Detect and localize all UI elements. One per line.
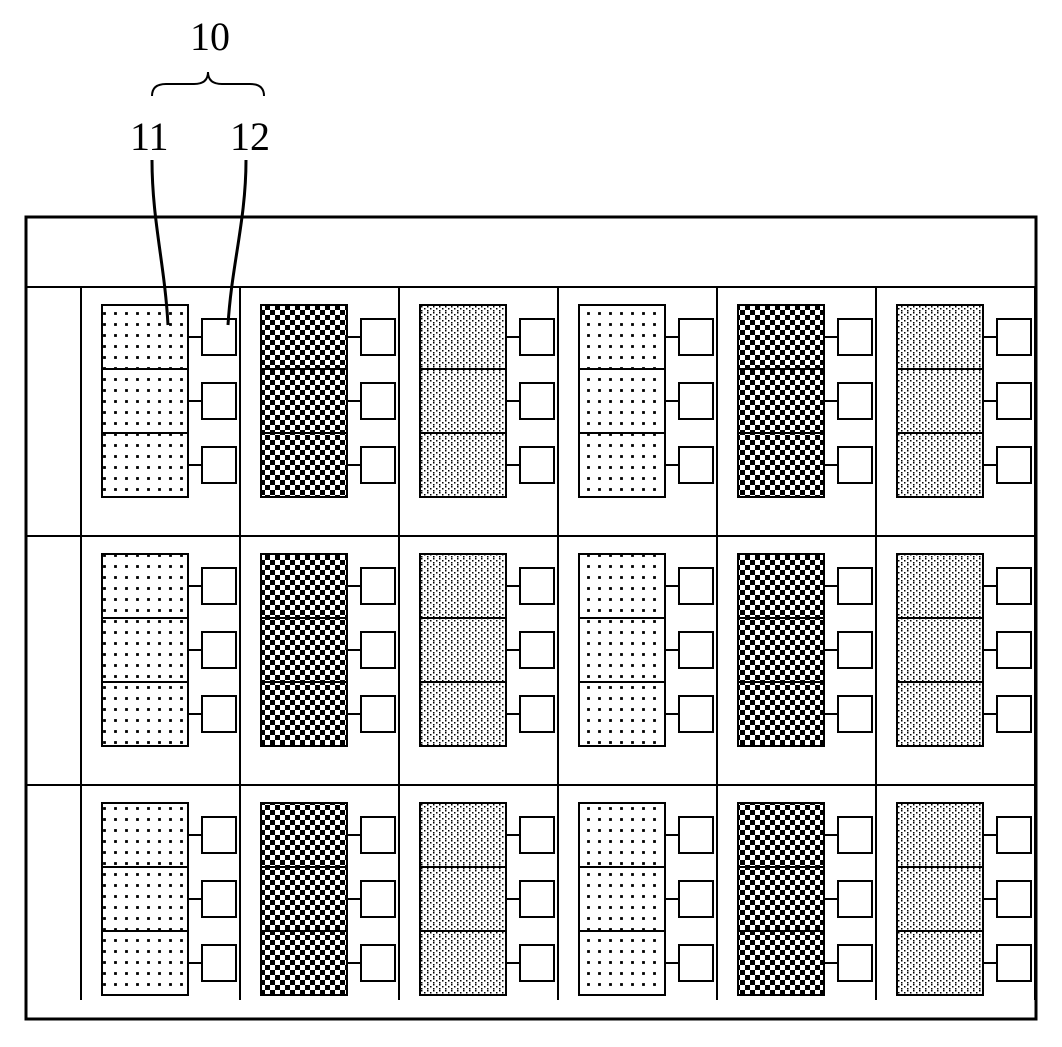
side-box <box>202 632 236 668</box>
side-box <box>361 319 395 355</box>
pixel-cell <box>579 803 713 995</box>
pixel-block <box>420 305 506 497</box>
pixel-block <box>897 554 983 746</box>
side-box <box>520 945 554 981</box>
side-box <box>202 817 236 853</box>
side-box <box>679 383 713 419</box>
pixel-block <box>738 803 824 995</box>
pixel-cell <box>420 305 554 497</box>
side-box <box>202 383 236 419</box>
side-box <box>202 568 236 604</box>
side-box <box>838 632 872 668</box>
side-box <box>997 881 1031 917</box>
leader-12 <box>228 160 246 325</box>
pixel-block <box>420 554 506 746</box>
side-box <box>997 568 1031 604</box>
pixel-block <box>420 803 506 995</box>
pixel-cell <box>420 554 554 746</box>
pixel-block <box>579 305 665 497</box>
side-box <box>520 881 554 917</box>
pixel-cell <box>261 803 395 995</box>
pixel-block <box>102 554 188 746</box>
side-box <box>838 881 872 917</box>
side-box <box>361 383 395 419</box>
side-box <box>202 447 236 483</box>
side-box <box>679 817 713 853</box>
side-box <box>679 447 713 483</box>
diagram-canvas: 10 11 12 <box>0 0 1062 1047</box>
pixel-cell <box>738 305 872 497</box>
side-box <box>838 696 872 732</box>
side-box <box>997 383 1031 419</box>
pixel-block <box>738 305 824 497</box>
pixel-cell <box>261 305 395 497</box>
pixel-cell <box>738 554 872 746</box>
side-box <box>838 447 872 483</box>
brace-icon <box>152 72 264 96</box>
side-box <box>997 696 1031 732</box>
pixel-block <box>261 803 347 995</box>
pixel-block <box>261 305 347 497</box>
side-box <box>361 568 395 604</box>
label-11: 11 <box>130 114 169 159</box>
pixel-block <box>897 305 983 497</box>
pixel-cell <box>261 554 395 746</box>
side-box <box>361 447 395 483</box>
side-box <box>679 945 713 981</box>
side-box <box>520 696 554 732</box>
side-box <box>202 696 236 732</box>
label-10: 10 <box>190 14 230 59</box>
side-box <box>520 568 554 604</box>
side-box <box>520 383 554 419</box>
side-box <box>838 817 872 853</box>
side-box <box>997 447 1031 483</box>
pixel-cell <box>420 803 554 995</box>
side-box <box>202 319 236 355</box>
pixel-cell <box>897 305 1031 497</box>
pixel-block <box>102 305 188 497</box>
pixel-cell <box>579 305 713 497</box>
side-box <box>520 319 554 355</box>
side-box <box>838 319 872 355</box>
side-box <box>361 632 395 668</box>
label-12: 12 <box>230 114 270 159</box>
side-box <box>679 319 713 355</box>
side-box <box>679 696 713 732</box>
pixel-block <box>897 803 983 995</box>
side-box <box>361 817 395 853</box>
side-box <box>679 568 713 604</box>
pixel-block <box>102 803 188 995</box>
side-box <box>361 881 395 917</box>
side-box <box>838 945 872 981</box>
side-box <box>997 945 1031 981</box>
side-box <box>361 945 395 981</box>
pixel-cell <box>102 803 236 995</box>
pixel-cell <box>579 554 713 746</box>
side-box <box>679 881 713 917</box>
pixel-cell <box>102 554 236 746</box>
side-box <box>679 632 713 668</box>
side-box <box>520 817 554 853</box>
side-box <box>202 945 236 981</box>
pixel-cell <box>897 554 1031 746</box>
pixel-cell <box>738 803 872 995</box>
side-box <box>838 568 872 604</box>
side-box <box>997 319 1031 355</box>
side-box <box>202 881 236 917</box>
side-box <box>520 447 554 483</box>
side-box <box>997 817 1031 853</box>
pixel-block <box>579 803 665 995</box>
side-box <box>361 696 395 732</box>
pixel-block <box>738 554 824 746</box>
leader-11 <box>152 160 168 325</box>
pixel-cell <box>102 305 236 497</box>
side-box <box>997 632 1031 668</box>
pixel-block <box>579 554 665 746</box>
side-box <box>838 383 872 419</box>
pixel-cell <box>897 803 1031 995</box>
side-box <box>520 632 554 668</box>
pixel-block <box>261 554 347 746</box>
